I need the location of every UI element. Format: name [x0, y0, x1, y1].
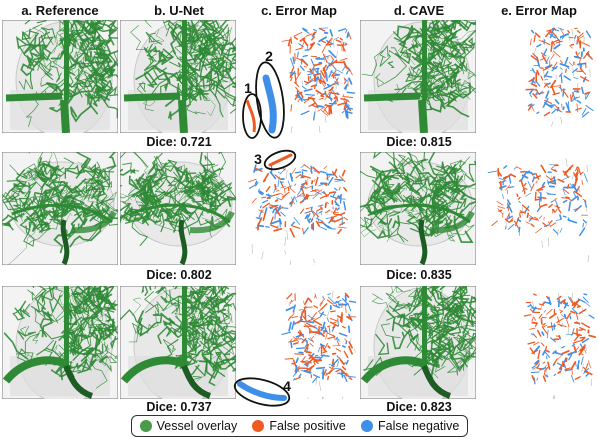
- legend-label-fp: False positive: [269, 419, 346, 433]
- panel-unet-row3: [120, 286, 236, 399]
- dice-unet-row1: Dice: 0.721: [146, 135, 212, 149]
- legend: Vessel overlay False positive False nega…: [131, 415, 468, 437]
- legend-swatch-vessel: [139, 420, 152, 432]
- panel-err1-row1: [240, 20, 356, 133]
- col-header-error-map-unet: c. Error Map: [261, 3, 337, 18]
- panel-err2-row1: [480, 20, 596, 133]
- annotation-1: 1: [244, 80, 252, 96]
- panel-cave-row1: [360, 20, 476, 133]
- panel-err2-row3: [480, 286, 596, 399]
- annotation-4: 4: [283, 378, 291, 394]
- legend-label-fn: False negative: [378, 419, 460, 433]
- legend-swatch-fp: [252, 420, 265, 432]
- panel-cave-row3: [360, 286, 476, 399]
- panel-unet-row1: [120, 20, 236, 133]
- col-header-error-map-cave: e. Error Map: [501, 3, 577, 18]
- dice-cave-row2: Dice: 0.835: [386, 268, 452, 282]
- dice-cave-row3: Dice: 0.823: [386, 400, 452, 414]
- col-header-reference: a. Reference: [21, 3, 99, 18]
- panel-err2-row2: [480, 152, 596, 265]
- panel-cave-row2: [360, 152, 476, 265]
- panel-ref-row1: [2, 20, 118, 133]
- annotation-3: 3: [254, 151, 262, 167]
- legend-swatch-fn: [361, 420, 374, 432]
- legend-item-fn: False negative: [361, 419, 459, 433]
- legend-item-vessel: Vessel overlay: [139, 419, 238, 433]
- dice-cave-row1: Dice: 0.815: [386, 135, 452, 149]
- panel-err1-row2: [240, 152, 356, 265]
- legend-label-vessel: Vessel overlay: [156, 419, 238, 433]
- col-header-cave: d. CAVE: [393, 3, 445, 18]
- dice-unet-row3: Dice: 0.737: [146, 400, 212, 414]
- annotation-2: 2: [265, 48, 273, 64]
- panel-unet-row2: [120, 152, 236, 265]
- legend-item-fp: False positive: [252, 419, 346, 433]
- col-header-unet: b. U-Net: [154, 3, 204, 18]
- panel-ref-row3: [2, 286, 118, 399]
- panel-err1-row3: [240, 286, 356, 399]
- panel-ref-row2: [2, 152, 118, 265]
- dice-unet-row2: Dice: 0.802: [146, 268, 212, 282]
